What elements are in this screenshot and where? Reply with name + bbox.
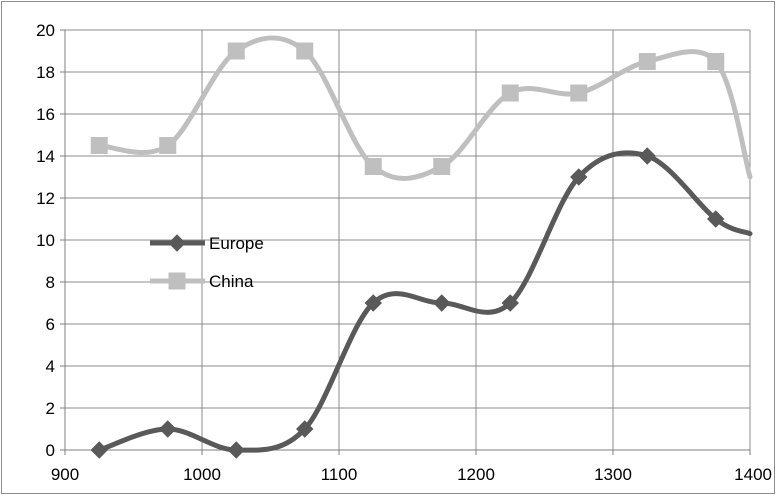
y-tick-label-5: 10: [36, 231, 55, 250]
data-point-europe-1: [159, 420, 177, 438]
x-tick-label-4: 1300: [594, 465, 632, 484]
y-tick-label-7: 14: [36, 147, 55, 166]
data-point-china-0: [90, 137, 108, 154]
series-europe: [90, 147, 753, 459]
y-tick-label-6: 12: [36, 189, 55, 208]
data-point-china-9: [707, 53, 725, 70]
legend: Europe China: [150, 234, 264, 291]
legend-item-china: China: [150, 272, 254, 291]
series-layer: [90, 35, 753, 459]
data-point-china-3: [296, 42, 314, 60]
y-tick-label-9: 18: [36, 63, 55, 82]
legend-marker-china: [168, 272, 186, 290]
data-point-europe-7: [570, 168, 588, 186]
data-point-china-6: [501, 84, 519, 102]
x-tick-label-0: 900: [51, 465, 79, 484]
data-point-china-5: [433, 158, 451, 175]
data-point-china-2: [227, 42, 245, 60]
data-point-europe-6: [501, 294, 519, 312]
axes: 0 2 4 6 8 10 12 14 16 18 20 900 1000 1100 1200 1300 1400: [36, 21, 772, 484]
data-point-europe-8: [638, 147, 656, 165]
data-point-europe-0: [90, 441, 108, 459]
legend-marker-europe: [168, 234, 186, 252]
data-point-china-8: [638, 53, 656, 70]
data-point-europe-9: [707, 210, 725, 228]
data-point-china-4: [364, 158, 382, 175]
series-china: [90, 35, 753, 181]
y-tick-label-3: 6: [46, 315, 55, 334]
y-tick-label-4: 8: [46, 273, 55, 292]
x-tick-label-3: 1200: [457, 465, 495, 484]
data-point-europe-2: [227, 441, 245, 459]
data-point-europe-5: [433, 294, 451, 312]
legend-label-europe: Europe: [209, 234, 264, 253]
y-tick-label-8: 16: [36, 105, 55, 124]
y-tick-label-2: 4: [46, 357, 55, 376]
y-tick-label-10: 20: [36, 21, 55, 40]
x-tick-label-5: 1400: [734, 465, 772, 484]
legend-item-europe: Europe: [150, 234, 264, 253]
y-tick-label-0: 0: [46, 441, 55, 460]
data-point-china-1: [159, 137, 177, 154]
legend-label-china: China: [209, 272, 254, 291]
data-point-europe-3: [296, 420, 314, 438]
y-tick-label-1: 2: [46, 399, 55, 418]
data-point-europe-4: [364, 294, 382, 312]
x-tick-label-1: 1000: [183, 465, 221, 484]
x-tick-label-2: 1100: [321, 465, 358, 484]
data-point-china-7: [570, 84, 588, 102]
